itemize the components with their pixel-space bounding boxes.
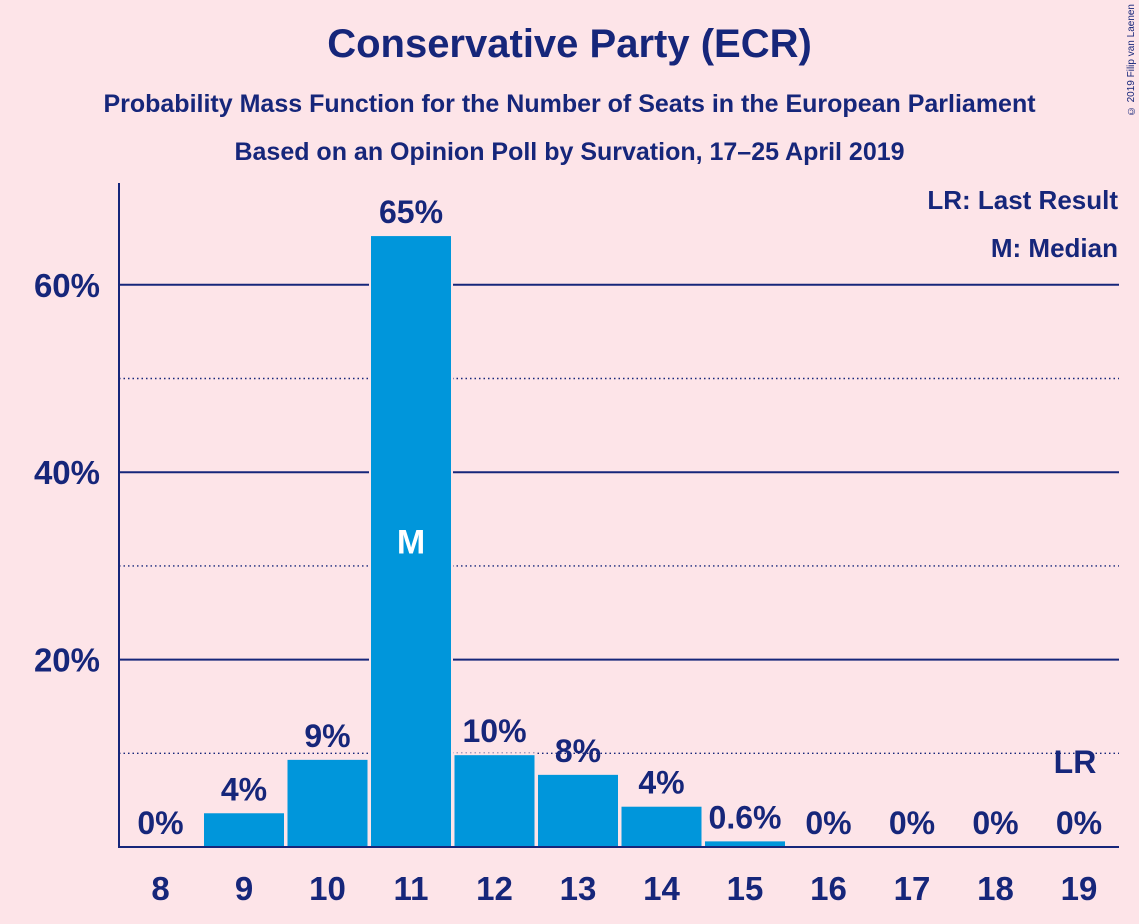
data-label: 0.6% xyxy=(709,799,782,835)
y-tick-label: 60% xyxy=(34,267,100,304)
data-label: 0% xyxy=(889,805,935,841)
bar xyxy=(287,759,368,847)
bar xyxy=(621,806,702,847)
last-result-marker: LR xyxy=(1054,744,1097,780)
chart-subtitle: Probability Mass Function for the Number… xyxy=(103,90,1036,118)
x-tick-label: 15 xyxy=(727,870,764,907)
bar xyxy=(454,755,535,847)
data-label: 0% xyxy=(137,805,183,841)
median-marker: M xyxy=(397,524,425,562)
x-tick-label: 14 xyxy=(643,870,680,907)
x-tick-label: 9 xyxy=(235,870,253,907)
x-tick-label: 11 xyxy=(394,870,429,907)
x-tick-label: 8 xyxy=(151,870,169,907)
x-tick-label: 16 xyxy=(810,870,847,907)
data-label: 0% xyxy=(1056,805,1102,841)
data-label: 9% xyxy=(304,718,350,754)
bar xyxy=(204,813,284,847)
y-tick-label: 40% xyxy=(34,454,100,491)
bar xyxy=(371,236,451,848)
data-label: 10% xyxy=(462,713,526,749)
legend-last-result: LR: Last Result xyxy=(927,185,1118,215)
x-tick-label: 12 xyxy=(476,870,513,907)
data-label: 0% xyxy=(805,805,851,841)
x-tick-label: 17 xyxy=(894,870,931,907)
x-tick-label: 10 xyxy=(309,870,346,907)
x-tick-label: 18 xyxy=(977,870,1014,907)
chart-source: Based on an Opinion Poll by Survation, 1… xyxy=(234,138,905,166)
data-label: 4% xyxy=(638,765,684,801)
data-label: 4% xyxy=(221,771,267,807)
y-tick-label: 20% xyxy=(34,642,100,679)
x-tick-label: 19 xyxy=(1061,870,1098,907)
bar xyxy=(705,841,785,847)
data-label: 65% xyxy=(379,194,443,230)
data-label: 8% xyxy=(555,733,601,769)
bar xyxy=(538,774,618,847)
chart-title: Conservative Party (ECR) xyxy=(327,22,812,66)
legend-median: M: Median xyxy=(991,233,1118,263)
data-label: 0% xyxy=(972,805,1018,841)
x-tick-label: 13 xyxy=(560,870,597,907)
